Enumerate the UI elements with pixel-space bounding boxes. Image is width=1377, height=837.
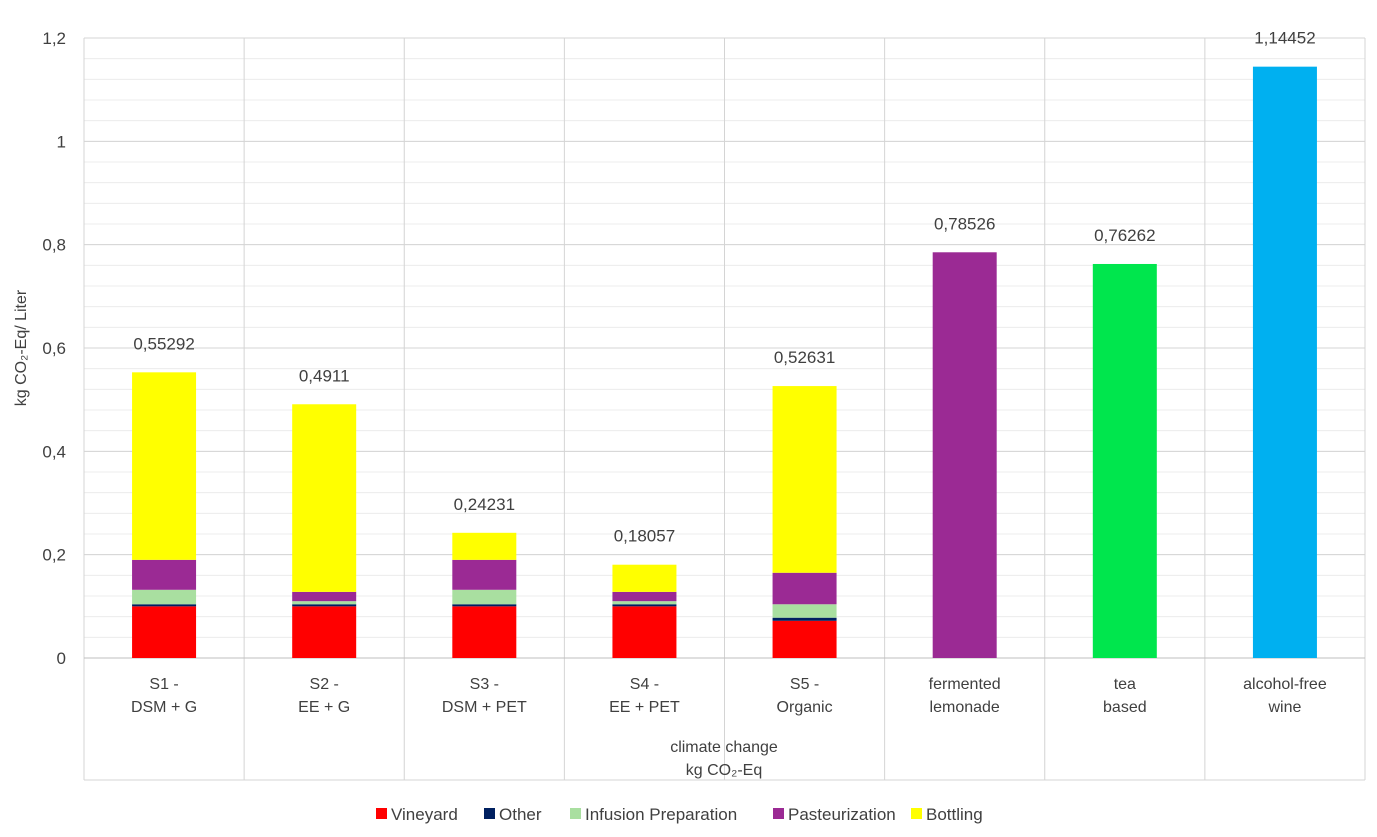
y-tick-label: 0,2: [42, 546, 66, 565]
total-label: 0,24231: [454, 495, 515, 514]
bar-segment-pasteurization: [132, 559, 197, 590]
legend-swatch: [570, 808, 581, 819]
bar-segment-infusion-preparation: [452, 589, 517, 605]
bar-segment-other: [612, 604, 677, 607]
category-label: S4 -: [630, 676, 659, 693]
total-label: 0,4911: [299, 366, 350, 385]
bar-segment-other: [452, 604, 517, 607]
y-axis-ticks: 0 0,2 0,4 0,6 0,8 1 1,2: [42, 29, 66, 668]
y-tick-label: 1: [57, 132, 66, 151]
category-label: lemonade: [930, 699, 1000, 716]
bar-segment-bottling: [612, 564, 677, 592]
bar-segment-pasteurization: [452, 559, 517, 590]
bar-tea-based: [1092, 263, 1157, 658]
y-tick-label: 0,4: [42, 442, 66, 461]
category-label: S2 -: [310, 676, 339, 693]
category-label: S1 -: [149, 676, 178, 693]
category-label: DSM + G: [131, 699, 197, 716]
bar-segment-pasteurization: [612, 591, 677, 602]
legend-label: Other: [499, 805, 542, 824]
total-label: 0,52631: [774, 348, 835, 367]
bar-segment-vineyard: [292, 606, 357, 658]
total-label: 0,76262: [1094, 226, 1155, 245]
y-axis-label: kg CO₂-Eq/ Liter: [13, 289, 30, 406]
y-tick-label: 0: [57, 649, 66, 668]
bar-alcohol-free-wine: [1252, 66, 1317, 658]
gridlines: [83, 37, 1366, 781]
category-label: alcohol-free: [1243, 676, 1327, 693]
category-label: tea: [1114, 676, 1136, 693]
bar-segment-vineyard: [772, 620, 837, 658]
legend: Vineyard Other Infusion Preparation Pasteur…: [376, 805, 983, 824]
bar-segment-infusion-preparation: [132, 589, 197, 605]
total-labels: 0,55292 0,4911 0,24231 0,18057 0,52631 0,7852…: [133, 29, 1315, 546]
bar-segment-vineyard: [612, 606, 677, 658]
legend-label: Vineyard: [391, 805, 458, 824]
bar-segment-bottling: [452, 532, 517, 560]
bar-segment-vineyard: [132, 606, 197, 658]
category-label: EE + G: [298, 699, 350, 716]
legend-swatch: [376, 808, 387, 819]
category-label: EE + PET: [609, 699, 680, 716]
total-label: 0,18057: [614, 527, 675, 546]
bar-segment-infusion-preparation: [612, 601, 677, 605]
legend-label: Bottling: [926, 805, 983, 824]
category-label: based: [1103, 699, 1147, 716]
bar-segment-vineyard: [452, 606, 517, 658]
bar-segment-bottling: [292, 404, 357, 592]
total-label: 0,55292: [133, 334, 194, 353]
legend-label: Pasteurization: [788, 805, 896, 824]
bar-segment-pasteurization: [932, 252, 997, 658]
bar-segment-other: [132, 604, 197, 607]
category-label: wine: [1267, 699, 1301, 716]
bar-segment-pasteurization: [292, 591, 357, 602]
legend-swatch: [484, 808, 495, 819]
x-axis-title: kg CO₂-Eq: [686, 762, 762, 779]
category-label: fermented: [929, 676, 1001, 693]
bar-segment-other: [292, 604, 357, 607]
y-axis-title: kg CO₂-Eq/ Liter: [13, 289, 30, 406]
category-labels: S1 - DSM + G S2 - EE + G S3 - DSM + PET S4 - EE…: [131, 676, 1327, 716]
x-axis-title: climate change: [670, 739, 778, 756]
total-label: 0,78526: [934, 214, 995, 233]
y-tick-label: 0,6: [42, 339, 66, 358]
total-label: 1,14452: [1254, 29, 1315, 48]
x-axis-label: climate change kg CO₂-Eq: [670, 739, 778, 779]
bar-segment-pasteurization: [772, 572, 837, 605]
bar-segment-other: [772, 617, 837, 621]
bar-segment-infusion-preparation: [772, 604, 837, 618]
category-label: DSM + PET: [442, 699, 527, 716]
bar-segment-bottling: [132, 372, 197, 560]
legend-label: Infusion Preparation: [585, 805, 737, 824]
bar-segment-bottling: [772, 386, 837, 573]
bars: [132, 66, 1317, 658]
category-label: Organic: [777, 699, 833, 716]
y-tick-label: 1,2: [42, 29, 66, 48]
bar-segment-infusion-preparation: [292, 601, 357, 605]
y-tick-label: 0,8: [42, 236, 66, 255]
category-label: S3 -: [470, 676, 499, 693]
legend-swatch: [911, 808, 922, 819]
legend-swatch: [773, 808, 784, 819]
category-label: S5 -: [790, 676, 819, 693]
